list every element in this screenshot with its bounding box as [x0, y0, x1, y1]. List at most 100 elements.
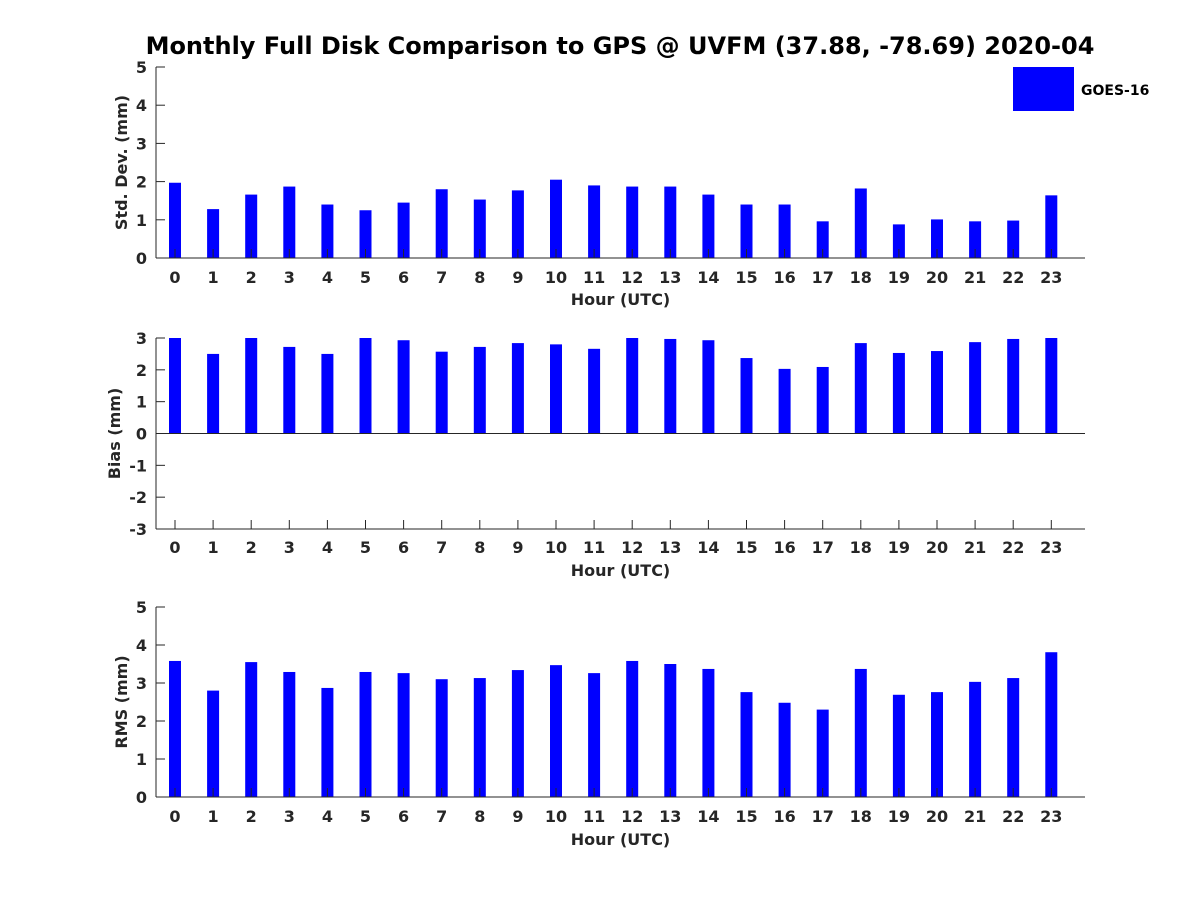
bar-hour-6	[397, 202, 410, 258]
bar-hour-21	[969, 681, 982, 797]
x-tick-label: 15	[735, 268, 757, 287]
x-tick-label: 19	[888, 268, 910, 287]
x-axis-label: Hour (UTC)	[571, 290, 671, 309]
bar-hour-6	[397, 673, 410, 797]
bar-hour-13	[664, 664, 677, 797]
bar-hour-3	[283, 346, 296, 434]
bar-hour-13	[664, 338, 677, 434]
x-tick-label: 14	[697, 538, 719, 557]
y-tick-label: 2	[136, 173, 147, 192]
x-tick-label: 3	[284, 268, 295, 287]
bar-hour-6	[397, 340, 410, 434]
x-tick-label: 12	[621, 538, 643, 557]
x-tick-label: 9	[512, 807, 523, 826]
bar-hour-9	[511, 190, 524, 258]
x-tick-label: 1	[208, 807, 219, 826]
x-tick-label: 1	[208, 268, 219, 287]
bar-hour-3	[283, 186, 296, 258]
x-tick-label: 22	[1002, 538, 1024, 557]
x-tick-label: 9	[512, 538, 523, 557]
x-tick-label: 5	[360, 807, 371, 826]
x-tick-label: 11	[583, 807, 605, 826]
bar-hour-17	[816, 221, 829, 258]
bar-hour-23	[1045, 195, 1058, 258]
y-axis-label: Bias (mm)	[105, 388, 124, 480]
bar-hour-20	[931, 219, 943, 258]
x-tick-label: 21	[964, 268, 986, 287]
bar-hour-3	[283, 671, 296, 797]
y-tick-label: 2	[136, 712, 147, 731]
bar-hour-21	[969, 221, 982, 258]
y-tick-label: 1	[136, 393, 147, 412]
bar-hour-15	[740, 692, 753, 797]
y-tick-label: 0	[136, 425, 147, 444]
bar-hour-16	[778, 368, 791, 434]
bar-hour-12	[626, 338, 639, 434]
bar-hour-7	[435, 679, 448, 797]
bar-hour-1	[207, 209, 220, 258]
bar-hour-16	[778, 204, 791, 258]
x-tick-label: 23	[1040, 538, 1062, 557]
x-tick-label: 10	[545, 807, 567, 826]
y-tick-label: 3	[136, 674, 147, 693]
x-tick-label: 18	[850, 268, 872, 287]
x-tick-label: 16	[773, 807, 795, 826]
x-tick-label: 2	[246, 268, 257, 287]
y-tick-label: 3	[136, 134, 147, 153]
x-tick-label: 20	[926, 268, 948, 287]
bar-hour-5	[359, 210, 372, 258]
x-tick-label: 15	[735, 538, 757, 557]
y-tick-label: -1	[129, 456, 147, 475]
x-tick-label: 4	[322, 807, 333, 826]
y-tick-label: -3	[129, 520, 147, 539]
bar-hour-23	[1045, 338, 1058, 434]
x-tick-label: 17	[812, 807, 834, 826]
x-tick-label: 19	[888, 538, 910, 557]
y-tick-label: 3	[136, 329, 147, 348]
x-tick-label: 18	[850, 538, 872, 557]
y-tick-label: 0	[136, 249, 147, 268]
x-tick-label: 12	[621, 268, 643, 287]
x-tick-label: 22	[1002, 807, 1024, 826]
x-tick-label: 16	[773, 538, 795, 557]
y-tick-label: 1	[136, 211, 147, 230]
x-tick-label: 10	[545, 538, 567, 557]
y-tick-label: -2	[129, 488, 147, 507]
bar-hour-14	[702, 340, 715, 434]
x-tick-label: 6	[398, 807, 409, 826]
y-tick-label: 0	[136, 788, 147, 807]
x-tick-label: 2	[246, 538, 257, 557]
bar-hour-0	[169, 660, 181, 797]
legend-label-goes-16: GOES-16	[1081, 83, 1149, 99]
bar-hour-2	[245, 338, 258, 434]
bar-hour-14	[702, 194, 715, 258]
bar-hour-13	[664, 186, 677, 258]
x-tick-label: 4	[322, 538, 333, 557]
bar-hour-20	[931, 351, 943, 434]
bar-hour-10	[550, 179, 562, 258]
bar-hour-21	[969, 342, 982, 434]
x-tick-label: 6	[398, 268, 409, 287]
x-tick-label: 8	[474, 268, 485, 287]
bar-hour-19	[892, 224, 905, 258]
x-tick-label: 17	[812, 268, 834, 287]
bar-hour-18	[854, 343, 867, 434]
x-axis-label: Hour (UTC)	[571, 830, 671, 849]
x-tick-label: 15	[735, 807, 757, 826]
bar-hour-20	[931, 692, 943, 797]
bar-hour-4	[321, 687, 334, 797]
bar-hour-19	[892, 352, 905, 434]
bar-hour-15	[740, 358, 753, 434]
x-tick-label: 7	[436, 807, 447, 826]
y-tick-label: 5	[136, 58, 147, 77]
bar-hour-2	[245, 194, 258, 258]
bar-hour-22	[1007, 678, 1020, 797]
legend-swatch-goes-16	[1013, 67, 1074, 111]
bar-hour-9	[511, 343, 524, 434]
bar-hour-8	[473, 346, 486, 434]
